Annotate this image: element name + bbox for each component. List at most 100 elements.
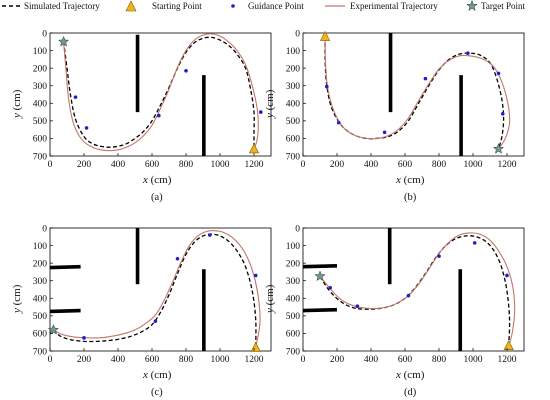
y-tick-label: 500 xyxy=(33,312,48,322)
y-axis-label: y (cm) xyxy=(11,284,23,314)
guidance-point xyxy=(496,71,501,76)
guidance-point xyxy=(73,95,78,99)
x-tick-label: 1200 xyxy=(498,355,517,365)
x-tick-label: 0 xyxy=(48,355,53,365)
guidance-point xyxy=(505,273,509,278)
x-tick-label: 600 xyxy=(145,160,160,170)
guidance-point xyxy=(259,110,263,114)
y-tick-label: 300 xyxy=(286,82,301,92)
obstacle-wall xyxy=(302,307,338,313)
guidance-point xyxy=(82,336,86,340)
y-tick-label: 200 xyxy=(286,64,301,74)
y-axis-label: y (cm) xyxy=(11,89,23,119)
target-point-marker xyxy=(47,324,59,335)
x-tick-label: 800 xyxy=(432,355,447,365)
y-tick-label: 700 xyxy=(286,152,301,162)
y-tick-label: 100 xyxy=(33,47,48,57)
guidance-point xyxy=(423,76,428,81)
simulated-trajectory-line xyxy=(62,36,255,149)
experimental-trajectory-line xyxy=(63,33,259,152)
y-tick-label: 600 xyxy=(286,330,301,340)
x-axis-label: x (cm) xyxy=(395,174,425,186)
starting-point-marker xyxy=(250,341,261,352)
x-axis-label: x (cm) xyxy=(395,369,425,381)
x-tick-label: 200 xyxy=(330,355,345,365)
x-tick-label: 200 xyxy=(77,355,92,365)
plot-frame xyxy=(49,32,272,157)
y-tick-label: 100 xyxy=(286,47,301,57)
guidance-point xyxy=(328,285,333,290)
y-axis-label: y (cm) xyxy=(264,89,276,119)
legend-guidance-label: Guidance Point xyxy=(248,1,304,11)
guidance-point xyxy=(336,120,341,125)
x-tick-label: 600 xyxy=(398,355,413,365)
experimental-trajectory-line xyxy=(324,36,511,150)
y-tick-label: 0 xyxy=(295,224,300,234)
guidance-point xyxy=(466,51,470,56)
legend-starting-label: Starting Point xyxy=(152,1,202,11)
x-tick-label: 1000 xyxy=(464,355,483,365)
guidance-point xyxy=(208,233,212,237)
y-tick-label: 200 xyxy=(33,259,48,269)
experimental-trajectory-line xyxy=(319,232,516,346)
guidance-point xyxy=(437,254,441,258)
panel-label-d: (d) xyxy=(404,387,417,398)
x-tick-label: 1000 xyxy=(211,160,230,170)
x-tick-label: 1200 xyxy=(245,160,264,170)
legend-guidance-icon xyxy=(231,4,235,8)
legend-simulated-label: Simulated Trajectory xyxy=(24,1,100,11)
x-tick-label: 1200 xyxy=(245,355,264,365)
y-tick-label: 100 xyxy=(286,242,301,252)
y-tick-label: 400 xyxy=(33,295,48,305)
x-tick-label: 600 xyxy=(398,160,413,170)
y-tick-label: 500 xyxy=(286,117,301,127)
panel-a: 0 200 400 600 800 1000 1200 0 100 200 300 400 500 600… xyxy=(11,29,272,203)
panel-label-c: (c) xyxy=(151,387,163,398)
x-tick-label: 0 xyxy=(48,160,53,170)
plot-frame xyxy=(302,227,525,352)
guidance-point xyxy=(500,112,505,116)
simulated-trajectory-line xyxy=(52,233,257,348)
simulated-trajectory-line xyxy=(324,36,505,150)
y-tick-label: 0 xyxy=(295,29,300,39)
panel-b: 0 200 400 600 800 1000 1200 0 100 200 300 400 500 600… xyxy=(264,29,525,203)
guidance-point xyxy=(355,304,360,308)
starting-point-marker xyxy=(503,340,514,351)
x-tick-label: 0 xyxy=(301,160,306,170)
x-axis-label: x (cm) xyxy=(142,369,172,381)
panel-c: 0 200 400 600 800 1000 1200 0 100 200 300 400 500 600… xyxy=(11,224,272,398)
y-tick-label: 300 xyxy=(286,277,301,287)
y-tick-label: 300 xyxy=(33,277,48,287)
guidance-point xyxy=(472,241,477,245)
x-tick-label: 400 xyxy=(364,355,379,365)
legend-target-label: Target Point xyxy=(481,1,525,11)
starting-point-marker xyxy=(248,143,260,154)
x-tick-label: 400 xyxy=(111,160,126,170)
y-tick-label: 400 xyxy=(286,100,301,110)
y-tick-label: 700 xyxy=(33,152,48,162)
x-axis-label: x (cm) xyxy=(142,174,172,186)
guidance-point xyxy=(84,126,89,130)
y-tick-label: 200 xyxy=(286,259,301,269)
y-tick-label: 400 xyxy=(286,295,301,305)
y-tick-label: 100 xyxy=(33,242,48,252)
x-tick-label: 1000 xyxy=(211,355,230,365)
simulated-trajectory-line xyxy=(319,235,511,346)
x-tick-label: 400 xyxy=(364,160,379,170)
panel-label-b: (b) xyxy=(404,192,417,203)
x-tick-label: 200 xyxy=(77,160,92,170)
guidance-point xyxy=(253,273,258,278)
guidance-point xyxy=(406,293,411,298)
x-tick-label: 1200 xyxy=(498,160,517,170)
guidance-point xyxy=(157,113,161,118)
legend: Simulated Trajectory Starting Point Guid… xyxy=(2,0,525,12)
x-tick-label: 200 xyxy=(330,160,345,170)
experimental-trajectory-line xyxy=(53,230,261,348)
legend-experimental-label: Experimental Trajectory xyxy=(350,1,438,11)
y-tick-label: 500 xyxy=(286,312,301,322)
y-tick-label: 700 xyxy=(286,347,301,357)
target-point-marker xyxy=(314,270,326,282)
y-tick-label: 700 xyxy=(33,347,48,357)
y-tick-label: 500 xyxy=(33,117,48,127)
